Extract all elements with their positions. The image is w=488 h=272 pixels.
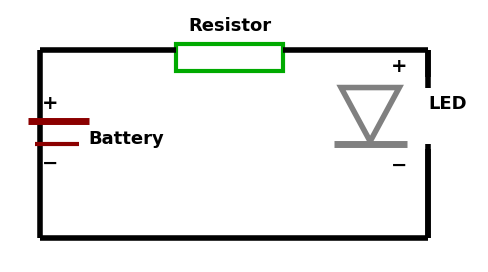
Text: −: − [41,153,58,172]
Text: LED: LED [428,95,467,113]
Text: Battery: Battery [89,130,164,148]
Text: +: + [391,57,407,76]
Text: −: − [391,156,407,175]
FancyBboxPatch shape [176,44,283,71]
Text: Resistor: Resistor [188,17,271,35]
Text: +: + [41,94,58,113]
